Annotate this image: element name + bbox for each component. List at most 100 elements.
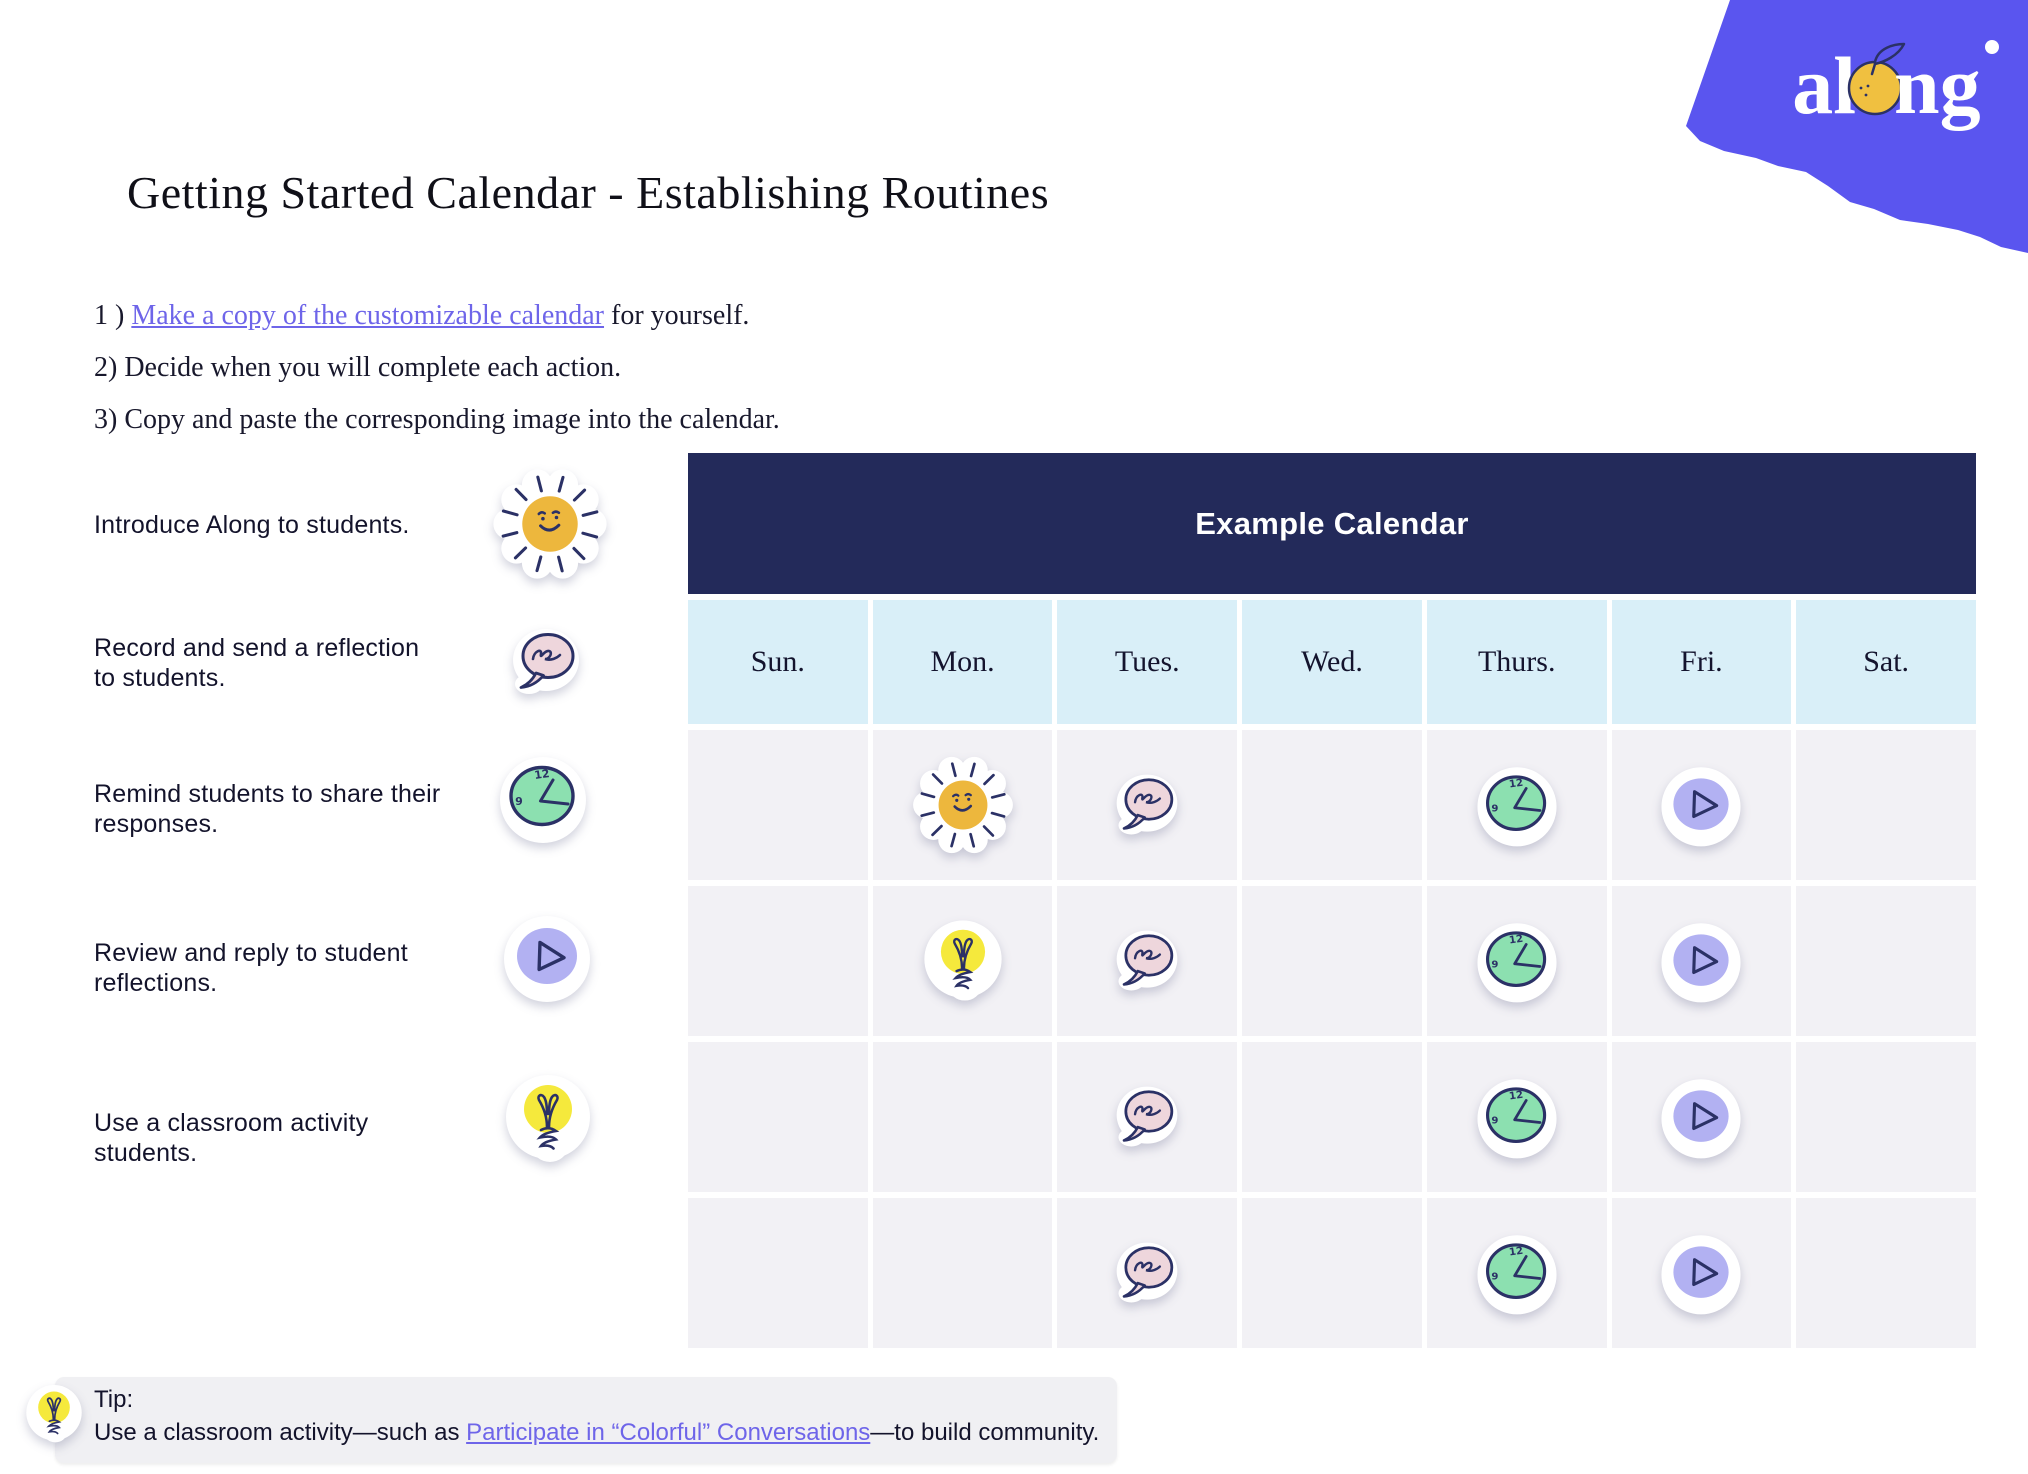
calendar-cell [1242,1042,1422,1192]
action-label-record-reflection: Record and send a reflection to students… [94,634,420,692]
calendar-cell [1242,886,1422,1036]
clock-icon: 12 9 [1477,923,1557,1003]
svg-text:9: 9 [515,795,523,808]
tip-heading: Tip: [94,1386,134,1413]
svg-text:12: 12 [1508,1090,1523,1103]
calendar-cell: 12 9 [1426,886,1607,1036]
calendar-title: Example Calendar [1195,505,1469,541]
svg-text:12: 12 [1508,778,1523,791]
calendar-cell [872,730,1053,880]
along-logo: al ng [1792,40,1999,131]
step-3: 3) Copy and paste the corresponding imag… [94,404,780,435]
tip-text-after: —to build community. [870,1419,1100,1446]
calendar-cell [688,1198,868,1348]
action-icon-slot [491,465,609,583]
svg-text:12: 12 [533,767,550,782]
lightbulb-icon [923,920,1002,1001]
play-icon [1661,1079,1741,1159]
action-icon-slot [496,612,596,712]
step-2: 2) Decide when you will complete each ac… [94,352,622,383]
lightbulb-icon [506,1075,590,1162]
colorful-conversations-link[interactable]: Participate in “Colorful” Conversations [466,1419,871,1446]
day-header-sun: Sun. [688,600,868,724]
step-1: 1 ) Make a copy of the customizable cale… [94,290,780,342]
calendar-cell [1242,730,1422,880]
day-header-thurs: Thurs. [1426,600,1607,724]
svg-text:12: 12 [1508,1246,1523,1259]
action-label-introduce: Introduce Along to students. [94,511,410,539]
action-icon-slot [498,1069,598,1169]
example-calendar-table: Example Calendar Sun. Mon. Tues. Wed. Th… [688,453,1976,1348]
action-icon-slot [497,907,597,1007]
play-icon [1661,923,1741,1003]
day-header-mon: Mon. [872,600,1053,724]
clock-icon: 12 9 [1477,767,1557,847]
calendar-cell [1796,886,1976,1036]
sun-icon [493,469,607,579]
svg-text:9: 9 [1491,803,1498,814]
calendar-cell [1611,1198,1792,1348]
clock-icon: 12 9 [1477,1235,1557,1315]
speech-bubble-icon [513,629,579,694]
calendar-cell [872,1198,1053,1348]
calendar-cell: 12 9 [1426,730,1607,880]
svg-text:9: 9 [1491,1115,1498,1126]
calendar-cell [872,1042,1053,1192]
logo-text-ng: ng [1894,40,1981,131]
speech-bubble-icon [1116,1086,1178,1147]
calendar-cell [1611,1042,1792,1192]
sun-icon [912,756,1013,854]
calendar-day-row: Sun. Mon. Tues. Wed. Thurs. Fri. Sat. [688,600,1976,724]
calendar-cell [688,1042,868,1192]
calendar-cell [688,886,868,1036]
day-header-tues: Tues. [1057,600,1238,724]
tip-text-before: Use a classroom activity—such as [94,1419,467,1446]
speech-bubble-icon [1116,774,1178,835]
calendar-cell [688,730,868,880]
svg-text:9: 9 [1491,1271,1498,1282]
logo-leaf-icon [1873,42,1906,66]
day-header-wed: Wed. [1242,600,1422,724]
action-label-classroom-activity: Use a classroom activity students. [94,1109,369,1167]
tip-box: Tip: Use a classroom activity—such as Pa… [26,1377,1117,1463]
calendar-cell: 12 9 [1426,1042,1607,1192]
calendar-cell [1057,1042,1238,1192]
clock-icon: 12 9 [500,757,586,843]
play-icon [504,916,590,1002]
step-1-suffix: for yourself. [604,300,750,331]
calendar-cell [1611,730,1792,880]
copy-calendar-link[interactable]: Make a copy of the customizable calendar [131,300,605,331]
calendar-cell [1796,1198,1976,1348]
action-label-remind-students: Remind students to share their responses… [94,780,441,838]
clock-icon: 12 9 [1477,1079,1557,1159]
play-icon [1661,767,1741,847]
svg-text:12: 12 [1508,934,1523,947]
day-header-sat: Sat. [1796,600,1976,724]
calendar-cell [1057,1198,1238,1348]
speech-bubble-icon [1116,930,1178,991]
calendar-header: Example Calendar [688,453,1976,594]
calendar-cell [1796,730,1976,880]
svg-text:9: 9 [1491,959,1498,970]
logo-dot [1985,40,1999,54]
instructions-list: 1 ) Make a copy of the customizable cale… [94,290,780,446]
calendar-cell [1796,1042,1976,1192]
page-title: Getting Started Calendar - Establishing … [127,167,1050,218]
calendar-cell: 12 9 [1426,1198,1607,1348]
tip-bulb-slot [21,1381,87,1447]
calendar-cell [872,886,1053,1036]
calendar-body-grid: 12 9 12 9 12 9 12 [688,730,1976,1348]
calendar-cell [1242,1198,1422,1348]
play-icon [1661,1235,1741,1315]
logo-text-al: al [1792,40,1856,131]
brand-corner-torn-paper: al ng [1686,0,2028,253]
step-1-number: 1 ) [94,300,132,331]
action-icon-slot: 12 9 [493,748,593,848]
action-label-review-reply: Review and reply to student reflections. [94,939,408,997]
calendar-cell [1057,730,1238,880]
lightbulb-icon [26,1384,82,1443]
torn-paper-shape [1686,0,2028,253]
speech-bubble-icon [1116,1242,1178,1303]
day-header-fri: Fri. [1611,600,1792,724]
